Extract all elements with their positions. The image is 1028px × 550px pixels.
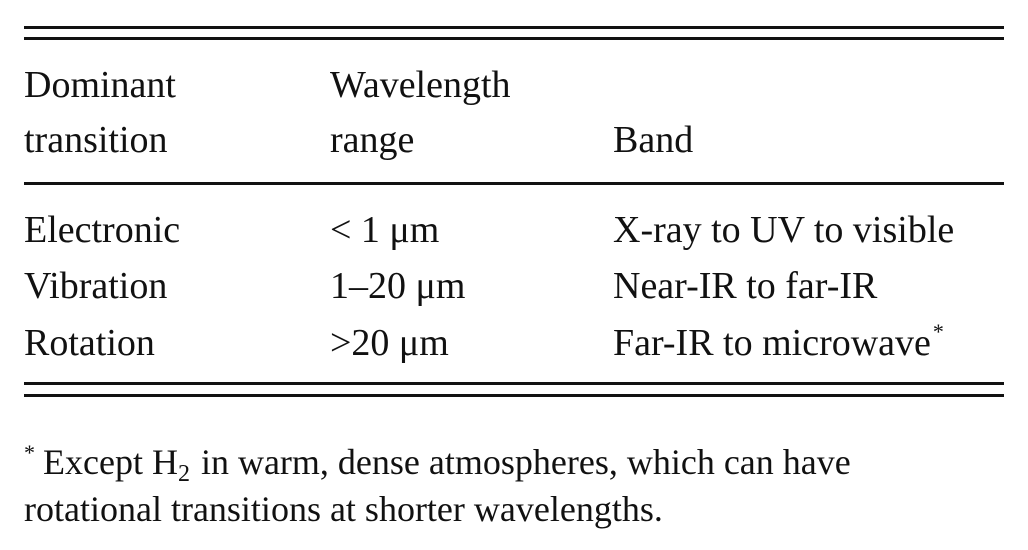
header-dominant-line2: transition bbox=[24, 119, 168, 161]
row-3-band-mark: * bbox=[932, 319, 944, 344]
row-3-band: Far-IR to microwave* bbox=[613, 321, 944, 364]
top-rule-2 bbox=[24, 37, 1004, 40]
footnote-text-before: Except H bbox=[43, 442, 178, 482]
row-3-band-text: Far-IR to microwave bbox=[613, 322, 931, 364]
row-3-range: >20 μm bbox=[330, 322, 449, 364]
bottom-rule-1 bbox=[24, 382, 1004, 385]
row-3-transition: Rotation bbox=[24, 322, 155, 364]
footnote-text-after: in warm, dense atmospheres, which can ha… bbox=[191, 442, 851, 482]
row-1-band: X-ray to UV to visible bbox=[613, 211, 956, 249]
footnote-line-2: rotational transitions at shorter wavele… bbox=[24, 489, 663, 529]
top-rule-1 bbox=[24, 26, 1004, 29]
row-1-band-text: X-ray to UV to visible bbox=[613, 209, 955, 251]
footnote-mark: * bbox=[24, 440, 35, 465]
header-dominant-line1: Dominant bbox=[24, 64, 176, 106]
header-rule bbox=[24, 182, 1004, 185]
header-band: Band bbox=[613, 119, 694, 161]
header-wavelength-line2: range bbox=[330, 119, 415, 161]
row-1-range: < 1 μm bbox=[330, 209, 440, 251]
bottom-rule-2 bbox=[24, 394, 1004, 397]
footnote-line-1: * Except H2 in warm, dense atmospheres, w… bbox=[24, 442, 851, 487]
row-2-transition: Vibration bbox=[24, 265, 168, 307]
row-2-range: 1–20 μm bbox=[330, 265, 466, 307]
row-1-transition: Electronic bbox=[24, 209, 181, 251]
row-2-band-text: Near-IR to far-IR bbox=[613, 265, 878, 307]
header-wavelength-line1: Wavelength bbox=[330, 64, 511, 106]
row-2-band: Near-IR to far-IR bbox=[613, 267, 879, 305]
footnote-subscript: 2 bbox=[177, 461, 190, 487]
